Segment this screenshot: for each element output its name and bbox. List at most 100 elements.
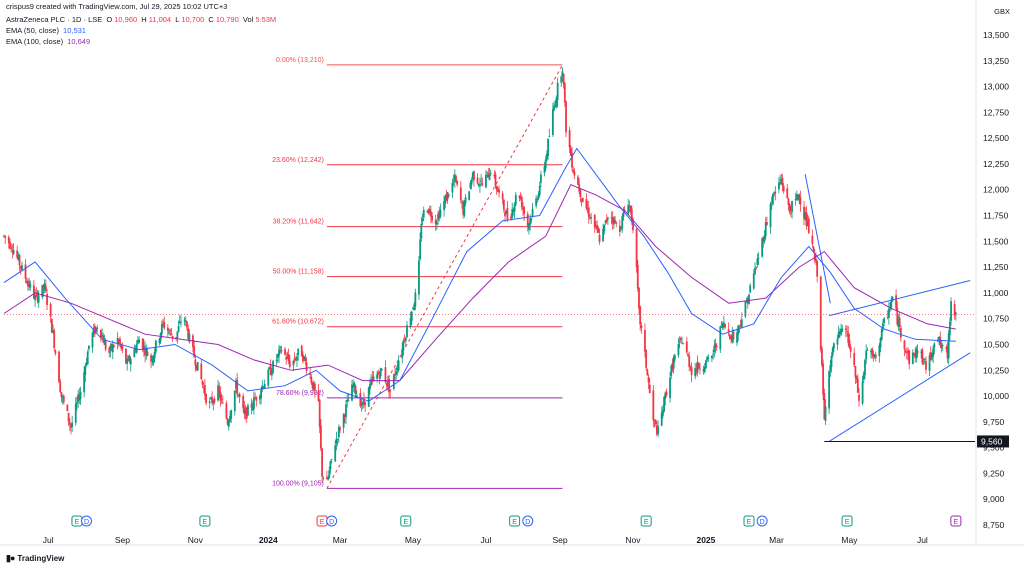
candle-body bbox=[43, 283, 46, 290]
candle-body bbox=[688, 355, 691, 367]
candle-body bbox=[938, 336, 941, 341]
x-tick-label: 2025 bbox=[696, 535, 715, 545]
candle-body bbox=[596, 225, 599, 230]
candle-body bbox=[673, 355, 676, 360]
y-tick-label: 11,750 bbox=[983, 211, 1009, 221]
candle-body bbox=[548, 136, 551, 137]
candle-body bbox=[119, 338, 121, 345]
candle-body bbox=[664, 392, 667, 399]
candle-body bbox=[29, 283, 32, 288]
candle-body bbox=[713, 345, 716, 352]
candle-body bbox=[255, 397, 258, 401]
candle-body bbox=[806, 221, 809, 227]
candle-body bbox=[137, 340, 139, 344]
candle-body bbox=[330, 459, 333, 460]
candle-body bbox=[188, 333, 191, 342]
candle-body bbox=[269, 365, 272, 375]
candle-body bbox=[296, 356, 298, 361]
candle-body bbox=[836, 338, 839, 345]
candle-body bbox=[923, 359, 926, 360]
candle-body bbox=[154, 340, 157, 352]
candle-body bbox=[392, 374, 395, 389]
candle-body bbox=[612, 217, 615, 225]
ema50-legend[interactable]: EMA (50, close) 10,531 bbox=[6, 26, 88, 35]
candle-body bbox=[645, 349, 648, 368]
candle-body bbox=[510, 216, 512, 219]
candle-body bbox=[16, 250, 19, 258]
candle-body bbox=[529, 218, 532, 225]
candle-body bbox=[66, 404, 69, 412]
candle-body bbox=[897, 318, 900, 327]
candle-body bbox=[468, 191, 471, 201]
tradingview-logo[interactable]: ▮● TradingView bbox=[6, 553, 64, 564]
symbol-name[interactable]: AstraZeneca PLC · 1D · LSE bbox=[6, 15, 103, 24]
candle-body bbox=[712, 353, 715, 355]
candle-body bbox=[543, 166, 546, 173]
candle-body bbox=[620, 228, 622, 230]
candle-body bbox=[17, 255, 20, 260]
candle-body bbox=[371, 377, 374, 379]
candle-body bbox=[3, 235, 5, 237]
ema100-legend[interactable]: EMA (100, close) 10,649 bbox=[6, 37, 92, 46]
currency-label: GBX bbox=[994, 7, 1010, 16]
candle-body bbox=[816, 260, 819, 277]
candle-body bbox=[660, 412, 663, 426]
candle-body bbox=[74, 403, 77, 423]
candle-body bbox=[858, 394, 860, 401]
candle-body bbox=[678, 340, 681, 342]
candle-body bbox=[158, 338, 161, 344]
candle-body bbox=[896, 308, 899, 325]
candle-body bbox=[779, 181, 781, 184]
candle-body bbox=[821, 348, 823, 365]
candle-body bbox=[378, 375, 381, 379]
candle-body bbox=[879, 338, 882, 348]
candle-body bbox=[360, 403, 363, 406]
candle-body bbox=[922, 360, 925, 362]
candle-body bbox=[749, 285, 752, 293]
candle-body bbox=[803, 206, 805, 219]
candle-body bbox=[573, 171, 576, 176]
candle-body bbox=[653, 420, 656, 422]
candle-body bbox=[453, 174, 456, 181]
candle-body bbox=[200, 363, 203, 380]
candle-body bbox=[694, 368, 697, 377]
candle-body bbox=[722, 322, 725, 327]
candle-body bbox=[947, 333, 950, 359]
candle-body bbox=[144, 347, 147, 356]
candle-body bbox=[954, 312, 957, 315]
candle-body bbox=[720, 324, 723, 326]
candle-body bbox=[286, 356, 289, 358]
candle-body bbox=[67, 413, 70, 422]
y-tick-label: 9,250 bbox=[983, 468, 1005, 478]
candle-body bbox=[60, 392, 63, 398]
candle-body bbox=[88, 345, 90, 350]
candle-body bbox=[359, 392, 362, 407]
dividend-marker bbox=[326, 515, 338, 527]
candle-body bbox=[183, 319, 186, 321]
candle-body bbox=[931, 353, 933, 360]
support-price-label: 9,560 bbox=[981, 436, 1003, 446]
candle-body bbox=[336, 439, 339, 440]
candle-body bbox=[456, 180, 459, 185]
candle-body bbox=[304, 357, 307, 362]
candle-body bbox=[151, 360, 154, 362]
candle-body bbox=[878, 345, 881, 357]
y-tick-label: 8,750 bbox=[983, 520, 1005, 530]
candle-body bbox=[844, 328, 847, 331]
candle-body bbox=[303, 356, 306, 359]
candle-body bbox=[102, 335, 105, 343]
dividend-marker-label: D bbox=[525, 519, 530, 526]
x-tick-label: Mar bbox=[333, 535, 348, 545]
candle-body bbox=[253, 397, 255, 409]
candle-body bbox=[369, 383, 371, 390]
earnings-marker bbox=[509, 515, 521, 527]
candle-body bbox=[638, 287, 640, 309]
candle-body bbox=[202, 387, 205, 389]
candle-body bbox=[891, 296, 894, 302]
earnings-marker-label: E bbox=[512, 519, 517, 526]
candle-body bbox=[203, 385, 206, 396]
candle-body bbox=[259, 395, 261, 400]
candle-body bbox=[410, 311, 413, 321]
candle-body bbox=[267, 369, 270, 386]
